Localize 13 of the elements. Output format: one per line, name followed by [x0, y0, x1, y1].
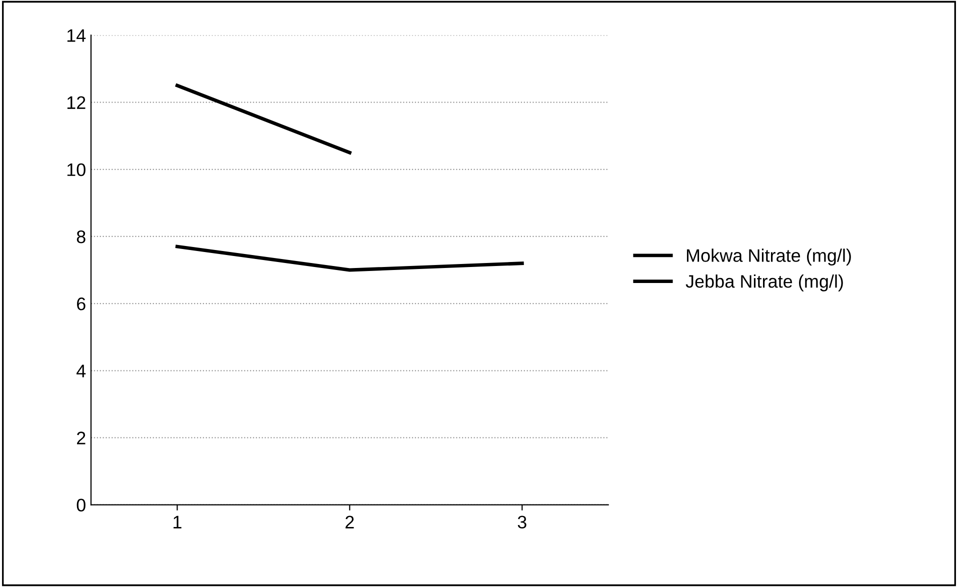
x-tick-label: 1: [174, 516, 182, 528]
y-tick-label: 6: [77, 297, 86, 310]
x-tick-label: 2: [346, 516, 354, 528]
legend-label: Jebba Nitrate (mg/l): [686, 274, 843, 292]
y-tick-label: 14: [67, 29, 86, 42]
y-tick-label: 2: [77, 432, 86, 444]
y-tick-label: 4: [76, 364, 86, 378]
legend-label: Mokwa Nitrate (mg/l): [686, 248, 851, 266]
y-tick-label: 10: [67, 163, 86, 176]
y-tick-label: 12: [67, 96, 86, 109]
y-tick-label: 8: [76, 230, 86, 244]
y-tick-label: 0: [76, 498, 86, 512]
x-tick-label: 3: [518, 516, 526, 528]
